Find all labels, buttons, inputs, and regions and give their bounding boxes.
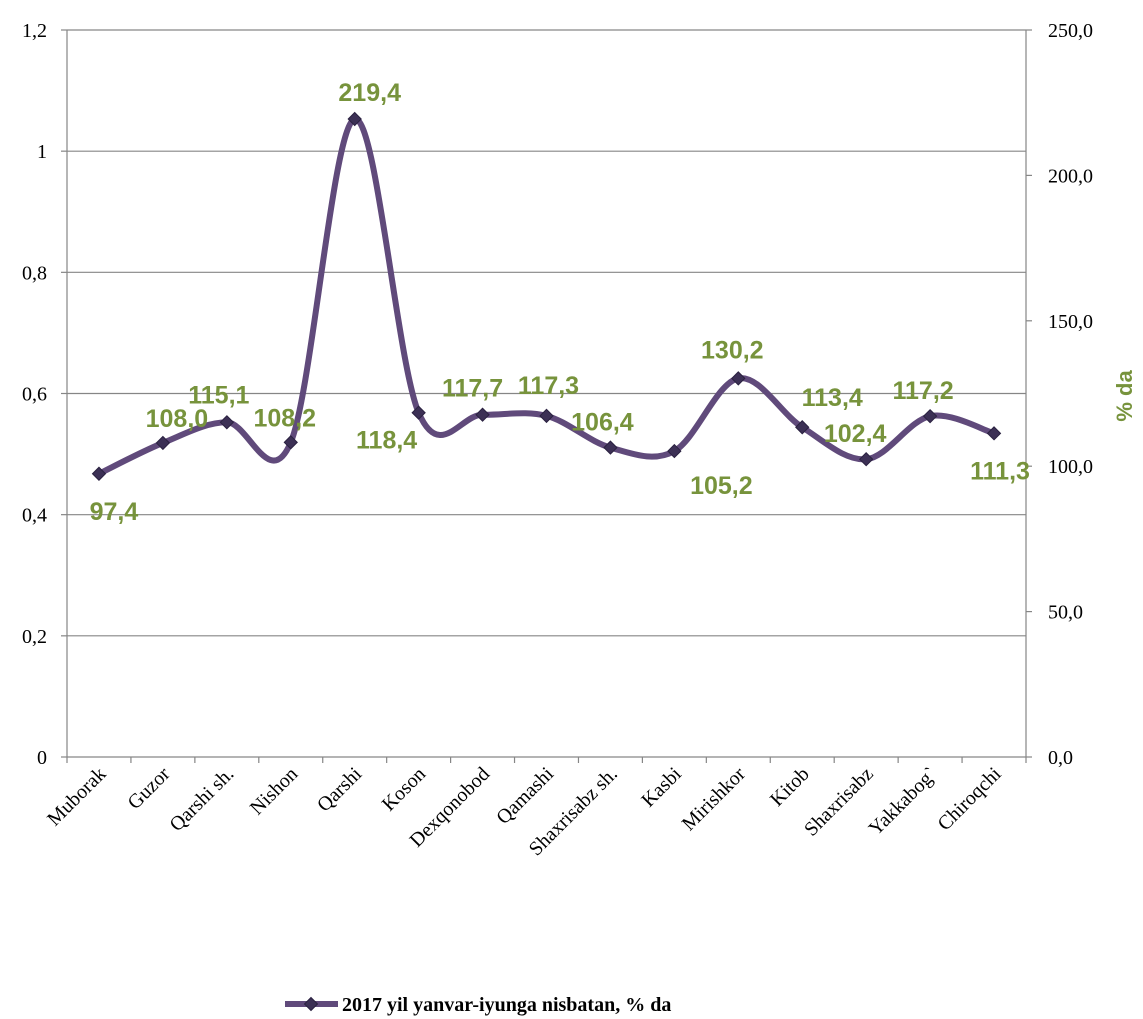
right-axis-title: % da: [1112, 370, 1137, 422]
data-label: 117,3: [518, 372, 579, 400]
left-tick-label: 0,8: [22, 262, 47, 284]
right-tick-label: 0,0: [1048, 747, 1073, 769]
data-point-marker: [283, 435, 298, 450]
left-tick-label: 1,2: [22, 20, 47, 42]
data-point-marker: [731, 371, 746, 386]
data-point-marker: [347, 111, 362, 127]
right-axis-ticks: 0,0 50,0 100,0 150,0 200,0 250,0: [1026, 20, 1093, 769]
x-tick-label: Kitob: [766, 763, 814, 811]
data-label: 130,2: [701, 336, 764, 364]
legend-diamond-marker: [303, 996, 319, 1012]
x-tick-label: Muborak: [43, 763, 110, 830]
data-point-marker: [922, 408, 938, 424]
x-tick-label: Qarshi sh.: [165, 763, 238, 836]
left-tick-label: 0,4: [22, 505, 47, 527]
data-label: 97,4: [90, 498, 139, 526]
data-label: 108,2: [253, 404, 316, 432]
data-label: 106,4: [571, 409, 634, 437]
data-point-marker: [667, 443, 682, 459]
data-label: 118,4: [356, 427, 417, 455]
x-tick-label: Shaxrisabz: [800, 763, 878, 841]
legend: 2017 yil yanvar-iyunga nisbatan, % da: [285, 994, 671, 1016]
data-label: 219,4: [338, 79, 401, 107]
x-tick-label: Guzor: [124, 763, 175, 814]
series-markers: [91, 111, 1002, 481]
data-label: 117,2: [893, 377, 954, 405]
left-tick-label: 0,6: [22, 384, 47, 406]
right-tick-label: 50,0: [1048, 602, 1083, 624]
gridlines: [61, 29, 1027, 758]
data-label: 108,0: [146, 405, 209, 433]
left-tick-label: 1: [37, 141, 47, 163]
left-axis-ticks: 0 0,2 0,4 0,6 0,8 1 1,2: [22, 20, 47, 769]
right-tick-label: 100,0: [1048, 456, 1093, 478]
data-label: 117,7: [442, 375, 503, 403]
data-point-marker: [91, 466, 107, 481]
data-point-marker: [603, 440, 618, 455]
data-point-marker: [219, 415, 235, 430]
right-tick-label: 250,0: [1048, 20, 1093, 42]
x-tick-label: Qamashi: [492, 763, 558, 829]
left-tick-label: 0,2: [22, 626, 47, 648]
data-label: 105,2: [690, 472, 753, 500]
data-label: 102,4: [824, 420, 887, 448]
x-tick-label: Chiroqchi: [933, 763, 1005, 835]
x-tick-label: Yakkabog`: [865, 763, 942, 840]
x-tick-label: Mirishkor: [678, 763, 750, 835]
data-label: 113,4: [802, 384, 863, 412]
x-tick-label: Kasbi: [637, 763, 686, 812]
x-tick-label: Nishon: [246, 763, 302, 819]
data-point-marker: [795, 420, 810, 435]
right-tick-label: 200,0: [1048, 165, 1093, 187]
data-point-marker: [539, 408, 554, 424]
data-point-marker: [155, 435, 171, 451]
x-tick-label: Qarshi: [313, 763, 367, 817]
legend-label: 2017 yil yanvar-iyunga nisbatan, % da: [342, 994, 671, 1016]
data-point-marker: [858, 452, 874, 467]
left-tick-label: 0: [37, 747, 47, 769]
data-label: 111,3: [970, 457, 1030, 485]
data-point-marker: [986, 426, 1002, 441]
data-label: 115,1: [188, 381, 249, 409]
x-tick-label: Koson: [378, 763, 430, 815]
right-tick-label: 150,0: [1048, 311, 1093, 333]
data-point-marker: [411, 405, 426, 420]
data-point-marker: [475, 407, 490, 422]
